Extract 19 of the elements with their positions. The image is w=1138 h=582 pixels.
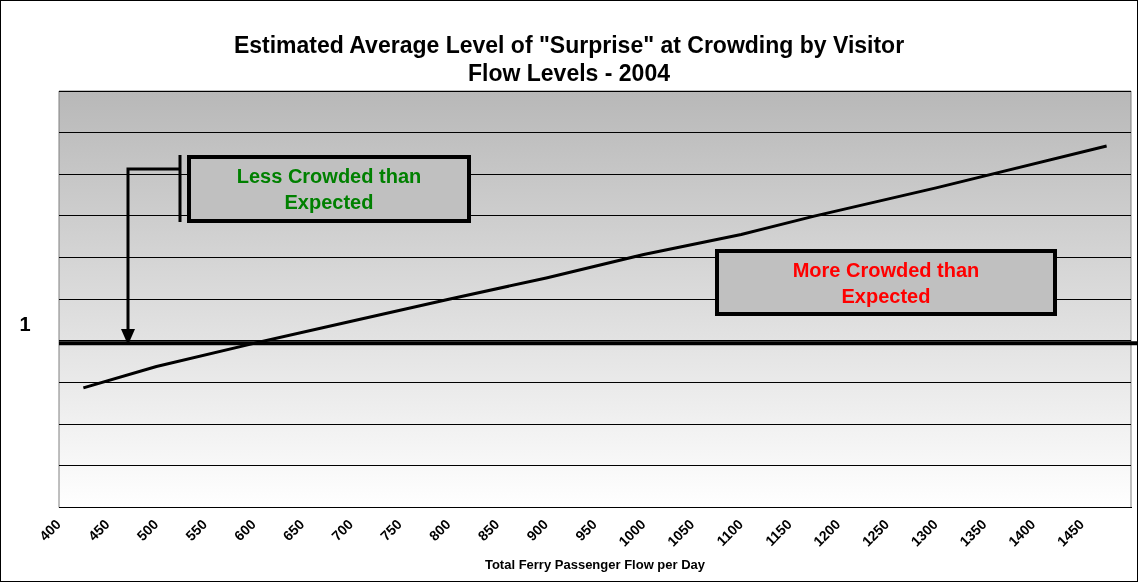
x-tick-label: 400 — [36, 515, 64, 544]
x-tick-label: 700 — [328, 515, 357, 544]
x-tick-label: 450 — [84, 515, 113, 544]
note-box: Less Crowded than Expected — [187, 155, 471, 223]
x-axis-title: Total Ferry Passenger Flow per Day — [484, 556, 706, 572]
annotation: More Crowded than Expected — [791, 257, 981, 309]
annotation: Less Crowded than Expected — [235, 164, 423, 215]
x-tick-label: 500 — [133, 515, 162, 544]
x-tick-label: 550 — [182, 515, 211, 544]
x-tick-label: 900 — [523, 515, 552, 544]
chart-title: Estimated Average Level of "Surprise" at Crowding by Visitor Flow Levels - 2004 — [232, 31, 906, 87]
note-box: More Crowded than Expected — [715, 249, 1057, 316]
x-tick-label: 600 — [230, 515, 259, 544]
text: 1 — [19, 312, 31, 335]
x-tick-label: 800 — [425, 515, 454, 544]
x-tick-label: 950 — [572, 515, 600, 544]
x-tick-label: 850 — [474, 515, 503, 544]
x-tick-label: 750 — [377, 515, 406, 544]
x-tick-label: 650 — [279, 515, 308, 544]
